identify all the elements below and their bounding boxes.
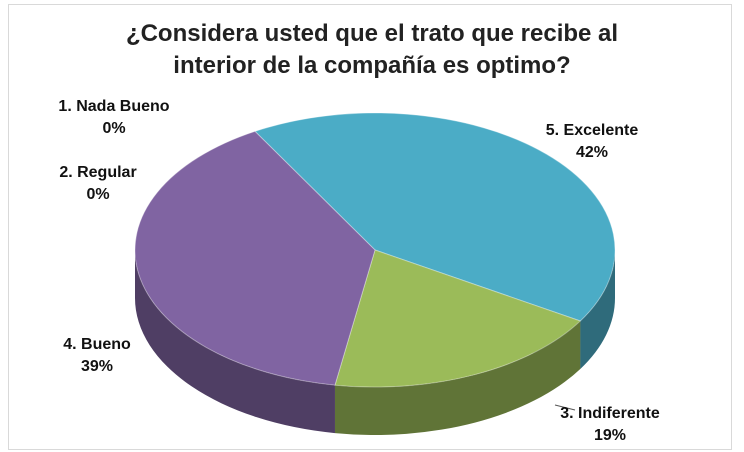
label-bueno-value: 39% — [80, 358, 114, 375]
label-bueno-name: 4. Bueno — [63, 336, 131, 353]
chart-title-line-2: interior de la compañía es optimo? — [173, 52, 571, 79]
label-excelente-name: 5. Excelente — [545, 122, 639, 139]
label-nada-bueno: 1. Nada Bueno 0% — [44, 96, 184, 140]
slice-excelente-side — [580, 250, 615, 369]
label-excelente-value: 42% — [575, 144, 609, 161]
slice-excelente — [254, 112, 616, 322]
label-regular: 2. Regular 0% — [40, 162, 156, 206]
leader-line-indiferente — [554, 404, 576, 411]
slice-indiferente-side — [334, 320, 581, 435]
label-bueno: 4. Bueno 39% — [48, 334, 146, 378]
slice-bueno-side — [135, 250, 335, 434]
label-indiferente-name: 3. Indiferente — [560, 405, 660, 422]
label-nada-bueno-value: 0% — [102, 120, 126, 137]
label-excelente: 5. Excelente 42% — [524, 120, 660, 164]
label-regular-value: 0% — [86, 186, 110, 203]
slice-indiferente — [334, 249, 582, 388]
label-indiferente-value: 19% — [593, 427, 627, 444]
label-nada-bueno-name: 1. Nada Bueno — [58, 98, 170, 115]
chart-title-line-1: ¿Considera usted que el trato que recibe… — [125, 20, 619, 47]
chart-title: ¿Considera usted que el trato que recibe… — [0, 18, 744, 82]
label-indiferente: 3. Indiferente 19% — [540, 403, 680, 447]
slice-bueno — [134, 130, 376, 386]
label-regular-name: 2. Regular — [59, 164, 137, 181]
